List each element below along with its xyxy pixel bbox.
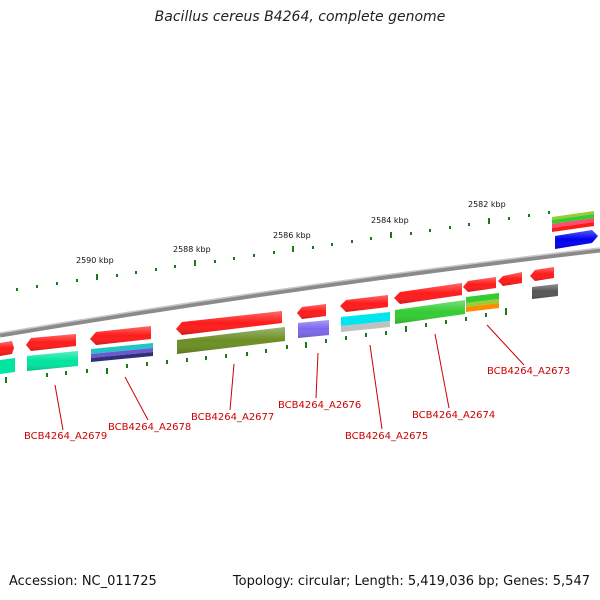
gene-label: BCB4264_A2679 <box>24 431 107 442</box>
gene-cluster-upper <box>552 211 598 249</box>
cds-shade <box>0 341 14 356</box>
gene-label: BCB4264_A2676 <box>278 400 361 411</box>
cds-features <box>0 267 554 356</box>
cog-shade <box>298 320 329 338</box>
cds-shade <box>340 295 388 312</box>
cog-band <box>466 293 499 303</box>
leader-lines <box>54 324 525 431</box>
cds-stripe <box>552 211 594 220</box>
scale-ticks <box>16 211 550 291</box>
gene-label: BCB4264_A2677 <box>191 412 274 423</box>
scale-label: 2590 kbp <box>76 256 114 265</box>
accession-text: Accession: NC_011725 <box>9 574 157 589</box>
genome-backbone-highlight <box>0 247 600 334</box>
leader-line <box>434 333 450 409</box>
scale-label: 2582 kbp <box>468 200 506 209</box>
leader-line <box>315 352 319 399</box>
cds-shade <box>26 334 76 351</box>
cog-band <box>91 352 153 362</box>
cds-shade <box>530 267 554 281</box>
gene-label: BCB4264_A2673 <box>487 366 570 377</box>
cog-band <box>341 312 390 326</box>
leader-line <box>486 324 525 366</box>
cog-band <box>91 343 153 354</box>
cog-band <box>466 303 499 312</box>
genome-summary-text: Topology: circular; Length: 5,419,036 bp… <box>232 574 590 589</box>
gene-label: BCB4264_A2675 <box>345 431 428 442</box>
cog-shade <box>532 284 558 299</box>
genome-backbone <box>0 247 600 338</box>
leader-line <box>369 344 383 430</box>
gene-label: BCB4264_A2678 <box>108 422 191 433</box>
cds-stripe <box>552 214 594 224</box>
map-title: Bacillus cereus B4264, complete genome <box>154 9 446 25</box>
leader-line <box>124 376 149 421</box>
gene-label: BCB4264_A2674 <box>412 410 495 421</box>
cds-shade <box>498 272 522 286</box>
scale-label: 2588 kbp <box>173 245 211 254</box>
cds-shade <box>297 304 326 319</box>
scale-label: 2584 kbp <box>371 216 409 225</box>
scale-label: 2586 kbp <box>273 231 311 240</box>
cds-shade <box>90 326 151 345</box>
cog-band <box>341 321 390 332</box>
leader-line <box>54 384 64 431</box>
cog-shade <box>177 327 285 354</box>
cds-stripe <box>552 218 594 228</box>
cog-shade <box>395 300 465 324</box>
cds-shade <box>176 311 282 335</box>
cds-shade <box>394 283 462 304</box>
cog-bands <box>0 284 558 374</box>
cog-band <box>0 358 15 374</box>
cds-arrow-blue <box>555 230 598 249</box>
cds-shade <box>463 277 496 292</box>
cog-band <box>91 348 153 358</box>
inner-ticks <box>5 308 507 383</box>
cds-stripe <box>552 222 594 232</box>
cog-band <box>466 299 499 307</box>
cog-shade <box>27 351 78 371</box>
leader-line <box>229 363 235 411</box>
